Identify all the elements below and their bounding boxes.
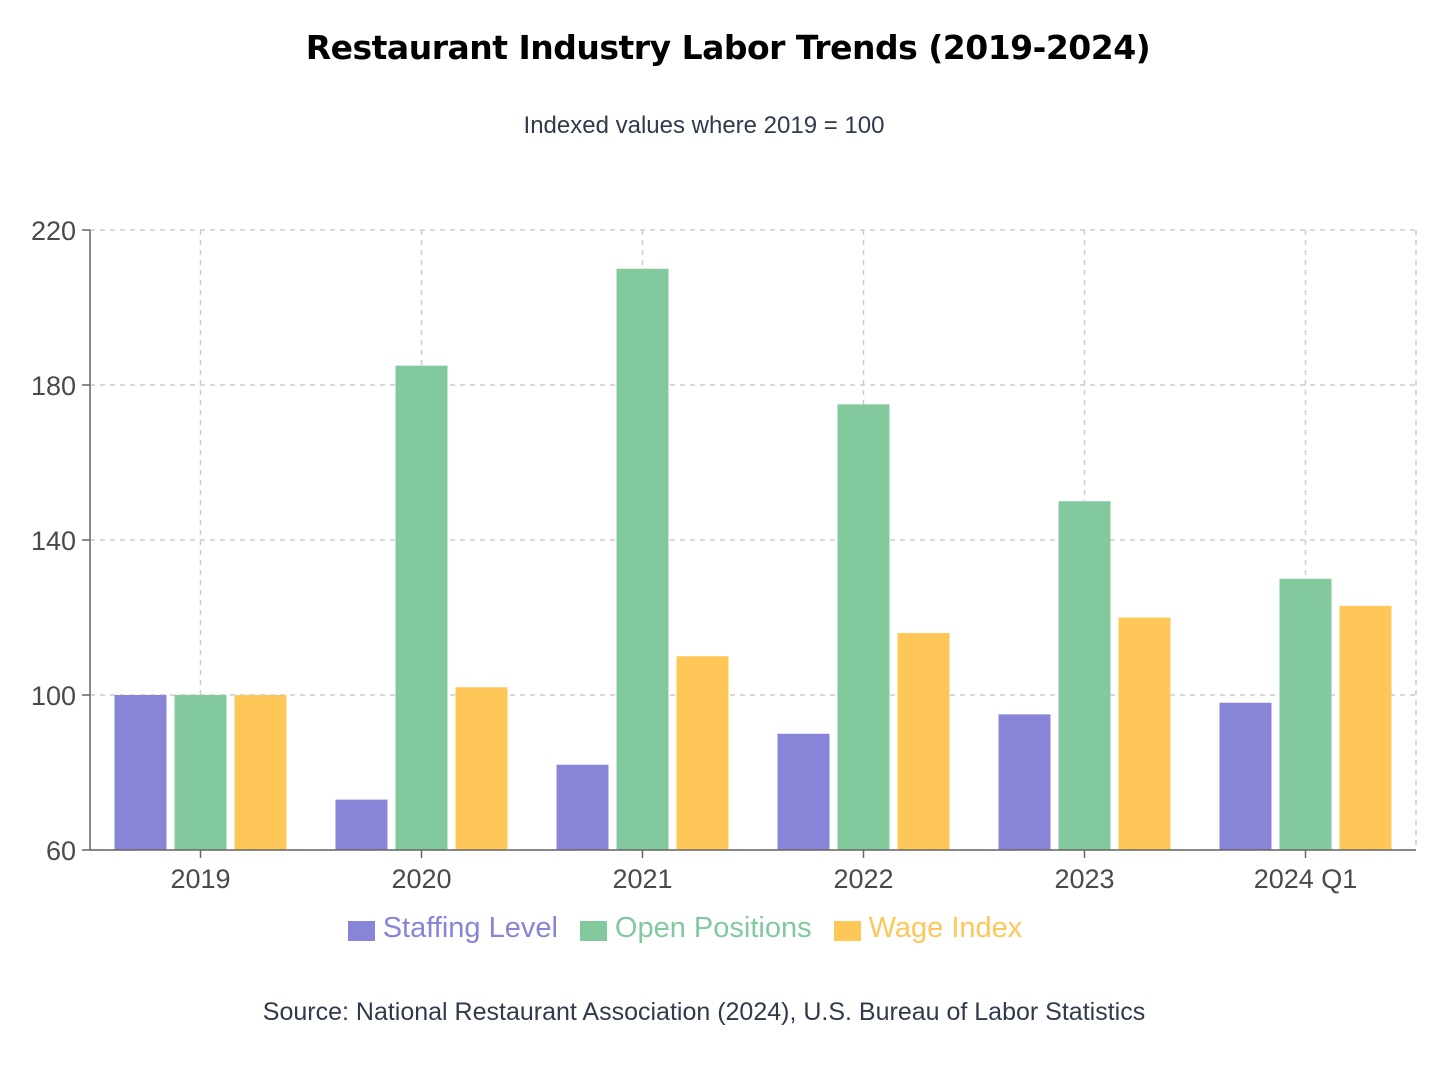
x-tick-label: 2019 [170,864,230,894]
bar-open-positions-2024-q1 [1279,578,1332,850]
y-tick-label: 60 [46,836,76,866]
x-tick-label: 2024 Q1 [1254,864,1358,894]
y-tick-label: 180 [31,371,76,401]
legend-swatch [579,920,607,941]
bar-open-positions-2022 [837,404,890,850]
legend-swatch [833,920,861,941]
bar-staffing-level-2020 [335,799,388,850]
x-tick-label: 2020 [391,864,451,894]
bar-wage-index-2023 [1118,617,1171,850]
x-tick-label: 2023 [1054,864,1114,894]
legend-item-wage-index: Wage Index [833,912,1023,945]
bar-wage-index-2022 [897,633,950,850]
y-tick-label: 220 [31,216,76,246]
legend-label: Open Positions [614,912,812,944]
legend-item-staffing-level: Staffing Level [347,912,558,945]
bar-staffing-level-2024-q1 [1219,702,1272,850]
bar-staffing-level-2023 [998,714,1051,850]
legend: Staffing Level Open Positions Wage Index [0,912,1370,945]
axes [82,229,1416,858]
bar-open-positions-2023 [1058,501,1111,850]
source-note: Source: National Restaurant Association … [262,998,1146,1026]
bar-wage-index-2020 [455,687,508,850]
bars [114,268,1392,850]
x-tick-label: 2022 [833,864,893,894]
legend-swatch [347,920,375,941]
chart-subtitle: Indexed values where 2019 = 100 [523,112,885,139]
bar-wage-index-2024-q1 [1339,605,1392,850]
legend-label: Staffing Level [382,912,558,944]
bar-staffing-level-2022 [777,733,830,850]
y-tick-label: 100 [31,681,76,711]
x-tick-label: 2021 [612,864,672,894]
bar-wage-index-2021 [676,656,729,850]
grid-lines [90,229,1417,851]
y-tick-label: 140 [31,526,76,556]
bar-staffing-level-2021 [556,764,609,850]
chart-title: Restaurant Industry Labor Trends (2019-2… [305,28,1151,67]
tick-labels: 60 100 140 180 220 2019 2020 2021 2022 2023 2024 Q… [31,216,1357,894]
bar-open-positions-2021 [616,268,669,850]
bar-open-positions-2020 [395,365,448,850]
legend-item-open-positions: Open Positions [579,912,812,945]
legend-label: Wage Index [868,912,1023,944]
bar-open-positions-2019 [174,695,227,850]
bar-staffing-level-2019 [114,695,167,850]
bar-wage-index-2019 [234,695,287,850]
